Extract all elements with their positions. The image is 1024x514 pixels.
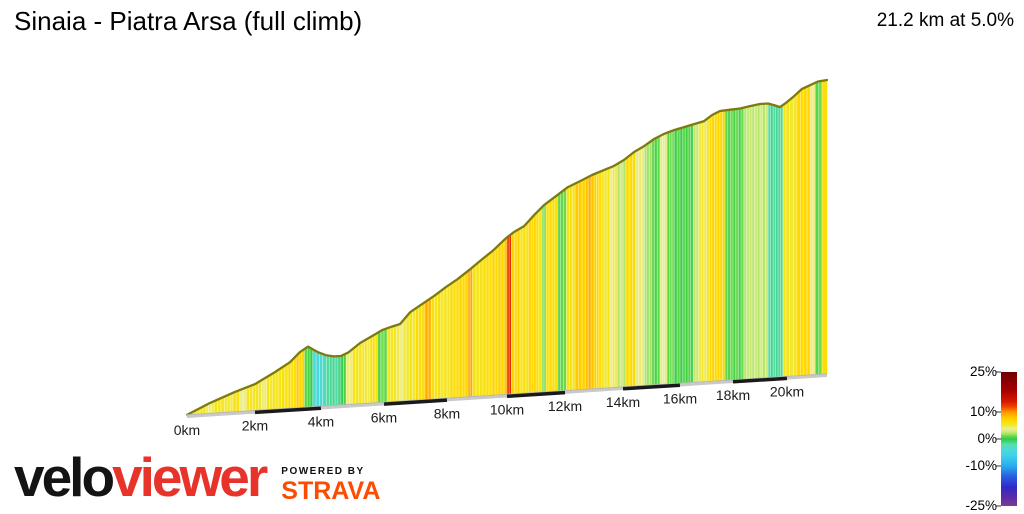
- x-axis: 0km 2km 4km 6km 8km 10km 12km 14km 16km 18km 20km: [174, 384, 804, 438]
- x-axis-tick: 8km: [434, 405, 460, 421]
- profile-outline: [185, 78, 829, 417]
- legend-label: -10%: [965, 457, 997, 473]
- powered-by-strava[interactable]: POWERED BY STRAVA: [281, 466, 380, 505]
- x-axis-tick: 6km: [371, 409, 397, 425]
- legend-tick: [996, 505, 1001, 507]
- x-axis-tick: 12km: [548, 398, 582, 414]
- veloviewer-logo-viewer: viewer: [112, 446, 268, 508]
- legend-tick: [996, 438, 1001, 440]
- gradient-stripes: [186, 79, 828, 416]
- veloviewer-logo[interactable]: veloviewer: [14, 450, 268, 505]
- page-title: Sinaia - Piatra Arsa (full climb): [14, 6, 363, 36]
- legend-tick: [996, 371, 1001, 373]
- footer-logos: veloviewer POWERED BY STRAVA: [14, 450, 380, 505]
- x-axis-tick: 4km: [308, 413, 334, 429]
- x-axis-tick: 0km: [174, 422, 200, 438]
- veloviewer-logo-velo: velo: [14, 446, 115, 508]
- legend-label: 0%: [977, 431, 997, 446]
- x-axis-tick: 2km: [242, 418, 268, 434]
- strava-logo: STRAVA: [281, 477, 381, 505]
- km-scale-blocks: [186, 374, 828, 418]
- x-axis-tick: 20km: [770, 384, 804, 400]
- legend-label: 25%: [969, 364, 997, 379]
- legend-tick: [996, 464, 1001, 467]
- gradient-legend-colorbar: [1001, 372, 1017, 506]
- legend-tick: [996, 411, 1001, 414]
- gradient-legend: 25% 10% 0% -10% -25%: [950, 360, 1024, 513]
- profile-baseline: [185, 373, 828, 416]
- climb-stats: 21.2 km at 5.0%: [876, 10, 1014, 31]
- powered-by-label: POWERED BY: [281, 466, 365, 477]
- x-axis-tick: 14km: [606, 394, 640, 410]
- legend-label: -25%: [965, 498, 997, 513]
- x-axis-tick: 10km: [490, 402, 524, 418]
- x-axis-tick: 18km: [716, 387, 750, 403]
- x-axis-tick: 16km: [663, 390, 697, 406]
- legend-label: 10%: [969, 404, 997, 420]
